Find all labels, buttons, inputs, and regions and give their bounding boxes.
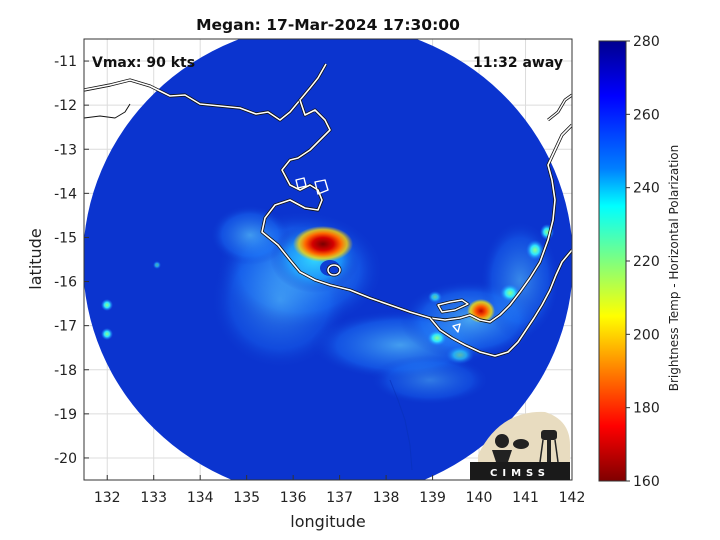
colorbar-tick-label: 220 [633,254,660,270]
y-tick-label: -19 [54,407,77,423]
colorbar-tick-label: 180 [633,401,660,417]
y-tick-labels: -11 -12 -13 -14 -15 -16 -17 -18 -19 -20 [54,54,89,467]
colorbar-tick-label: 200 [633,327,660,343]
colorbar: 280 260 240 220 200 180 160 Brightness Temp - … [598,34,681,490]
y-tick-label: -12 [54,98,77,114]
x-tick-labels: 132 133 134 135 136 137 138 139 140 141 142 [94,475,585,506]
x-tick-label: 142 [559,490,586,506]
y-axis-label: latitude [26,228,45,289]
colorbar-label: Brightness Temp - Horizontal Polarizatio… [667,145,681,392]
chart-title: Megan: 17-Mar-2024 17:30:00 [196,16,460,34]
x-tick-label: 132 [94,490,121,506]
y-tick-label: -14 [54,186,77,202]
y-tick-label: -13 [54,142,77,158]
colorbar-tick-labels: 280 260 240 220 200 180 160 [626,34,660,490]
cimss-logo: CIMSS [470,411,570,480]
x-tick-label: 136 [280,490,307,506]
y-tick-label: -11 [54,54,77,70]
colorbar-tick-label: 160 [633,474,660,490]
y-tick-label: -17 [54,319,77,335]
y-tick-label: -16 [54,275,77,291]
y-tick-label: -15 [54,230,77,246]
colorbar-tick-label: 280 [633,34,660,50]
time-away-annotation: 11:32 away [473,55,563,71]
x-axis-label: longitude [290,512,365,531]
logo-text: CIMSS [490,468,550,479]
y-tick-label: -18 [54,363,77,379]
colorbar-tick-label: 240 [633,181,660,197]
x-tick-label: 133 [140,490,167,506]
axes-box [83,38,573,481]
x-tick-label: 138 [373,490,400,506]
x-tick-label: 141 [512,490,539,506]
x-tick-label: 134 [187,490,214,506]
x-tick-label: 135 [233,490,260,506]
y-tick-label: -20 [54,451,77,467]
colorbar-tick-label: 260 [633,107,660,123]
vmax-annotation: Vmax: 90 kts [92,55,195,71]
coastline [84,63,572,471]
x-tick-label: 139 [419,490,446,506]
x-tick-label: 137 [326,490,353,506]
colorbar-scale [598,40,627,482]
x-tick-label: 140 [466,490,493,506]
